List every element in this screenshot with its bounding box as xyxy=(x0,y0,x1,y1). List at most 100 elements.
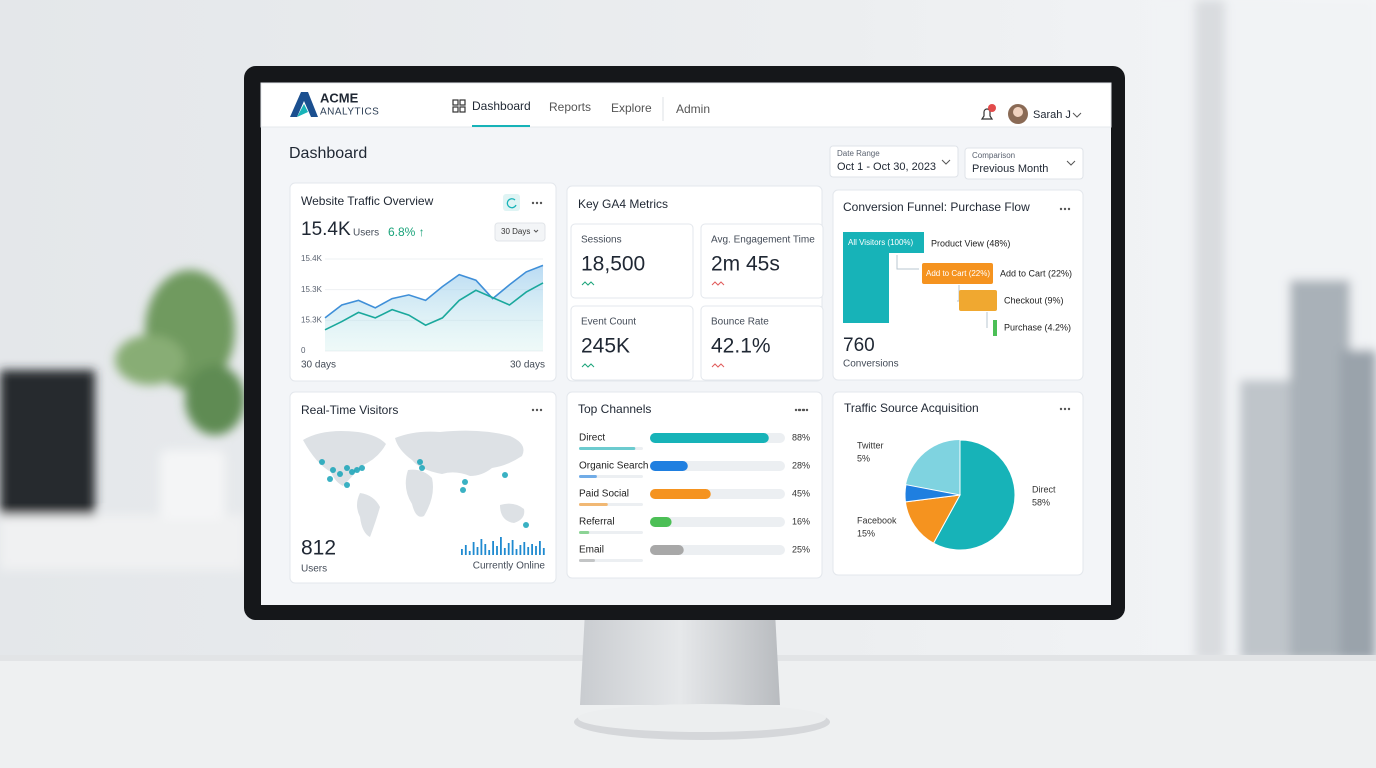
sparkline-bar xyxy=(468,551,471,555)
sparkline-bar xyxy=(500,537,502,555)
map-dot xyxy=(327,476,333,482)
chevron xyxy=(533,229,539,233)
map-dot xyxy=(337,471,343,477)
funnel-step: Checkout (9%) xyxy=(1004,295,1064,305)
channel-name: Direct xyxy=(579,433,605,444)
pie-slice xyxy=(932,439,1016,551)
trend-icon xyxy=(711,281,725,286)
traffic-card: Website Traffic Overview 15.4K Users 6.8… xyxy=(301,194,546,371)
pie-slice xyxy=(904,484,961,503)
metric-label: Bounce Rate xyxy=(711,317,769,328)
filter-value[interactable]: Previous Month xyxy=(972,163,1048,175)
name-underline xyxy=(579,559,595,562)
sparkline-bar xyxy=(503,548,506,555)
funnel-bar-label: Add to Cart (22%) xyxy=(926,269,990,278)
more-icon xyxy=(539,201,543,205)
metric-card xyxy=(570,305,694,381)
nav-item[interactable]: Dashboard xyxy=(472,99,531,113)
nav-item[interactable]: Admin xyxy=(676,102,710,116)
y-label: 0 xyxy=(301,346,306,355)
map-dot xyxy=(502,472,508,478)
map-dot xyxy=(349,469,355,475)
pie-label: Facebook xyxy=(857,515,897,525)
period-select[interactable]: 30 Days xyxy=(501,227,530,236)
kpi-unit: Users xyxy=(353,228,379,239)
map-dot xyxy=(354,467,360,473)
map-dot xyxy=(344,482,350,488)
sparkline-bar xyxy=(472,542,475,555)
more-icon xyxy=(801,408,805,412)
more-icon xyxy=(1059,207,1063,211)
sparkline-bar xyxy=(488,550,491,555)
value-label: 16% xyxy=(792,516,810,526)
more-icon xyxy=(535,408,539,412)
bar xyxy=(650,461,688,471)
name-underline xyxy=(579,531,590,534)
name-underline xyxy=(579,447,636,450)
x-label: 30 days xyxy=(510,360,545,371)
value-label: 25% xyxy=(792,544,810,554)
metric-label: Sessions xyxy=(581,235,622,246)
channel-name: Email xyxy=(579,545,604,556)
sparkline-bar xyxy=(511,540,514,555)
sparkline-bar xyxy=(507,543,510,555)
sparkline-bar xyxy=(542,548,545,555)
realtime-card: Real-Time Visitors 812 Users Currently O… xyxy=(301,403,545,574)
sparkline-bar xyxy=(527,547,530,555)
sparkline-bar xyxy=(523,542,526,555)
nav-item[interactable]: Reports xyxy=(549,100,591,114)
line xyxy=(324,282,544,331)
brand: ACME xyxy=(320,90,359,105)
card-title: Top Channels xyxy=(578,402,651,416)
trend-icon xyxy=(581,363,595,368)
metric-value: 2m 45s xyxy=(711,253,780,276)
more-icon xyxy=(1067,407,1071,411)
metric-label: Event Count xyxy=(581,317,636,328)
more-icon xyxy=(797,408,801,412)
more-icon xyxy=(805,408,809,412)
name-underline xyxy=(579,503,608,506)
filter-value[interactable]: Oct 1 - Oct 30, 2023 xyxy=(837,161,936,173)
value-label: 28% xyxy=(792,460,810,470)
map-dot xyxy=(417,459,423,465)
pie-label: Direct xyxy=(1032,484,1056,494)
brand-sub: ANALYTICS xyxy=(320,107,379,118)
x-label: 30 days xyxy=(301,360,336,371)
filters: Date Range Oct 1 - Oct 30, 2023 Comparis… xyxy=(829,145,1084,180)
metric-card xyxy=(700,305,824,381)
map-dot xyxy=(359,465,365,471)
card-title: Traffic Source Acquisition xyxy=(844,401,979,415)
filter-label: Date Range xyxy=(837,149,880,158)
sparkline-bar xyxy=(531,544,533,555)
realtime-value: 812 xyxy=(301,537,336,560)
name-underline xyxy=(579,475,597,478)
sparkline-bar xyxy=(476,547,479,555)
channel-name: Organic Search xyxy=(579,461,648,472)
value-label: 45% xyxy=(792,488,810,498)
sparkline-bar xyxy=(515,549,518,555)
metric-value: 18,500 xyxy=(581,253,645,276)
sparkline-bar xyxy=(539,541,541,555)
map-dot xyxy=(319,459,325,465)
user-name[interactable]: Sarah J xyxy=(1033,109,1071,121)
page-title: Dashboard xyxy=(289,145,367,162)
bar-track xyxy=(650,517,785,527)
card-title: Website Traffic Overview xyxy=(301,194,434,208)
more-icon xyxy=(535,201,539,205)
pie-value: 5% xyxy=(857,453,870,463)
funnel-step: Product View (48%) xyxy=(931,238,1010,248)
pie-value: 15% xyxy=(857,528,875,538)
nav-item[interactable]: Explore xyxy=(611,101,652,115)
realtime-caption: Currently Online xyxy=(473,561,546,572)
more-icon xyxy=(531,201,535,205)
y-label: 15.4K xyxy=(301,254,323,263)
bar xyxy=(650,545,684,555)
sparkline-bar xyxy=(535,546,537,555)
more-icon xyxy=(1063,207,1067,211)
card-title: Real-Time Visitors xyxy=(301,403,398,417)
kpi-value: 15.4K xyxy=(301,219,351,240)
map-dot xyxy=(523,522,529,528)
realtime-unit: Users xyxy=(301,564,327,575)
sparkline-bar xyxy=(496,546,498,555)
